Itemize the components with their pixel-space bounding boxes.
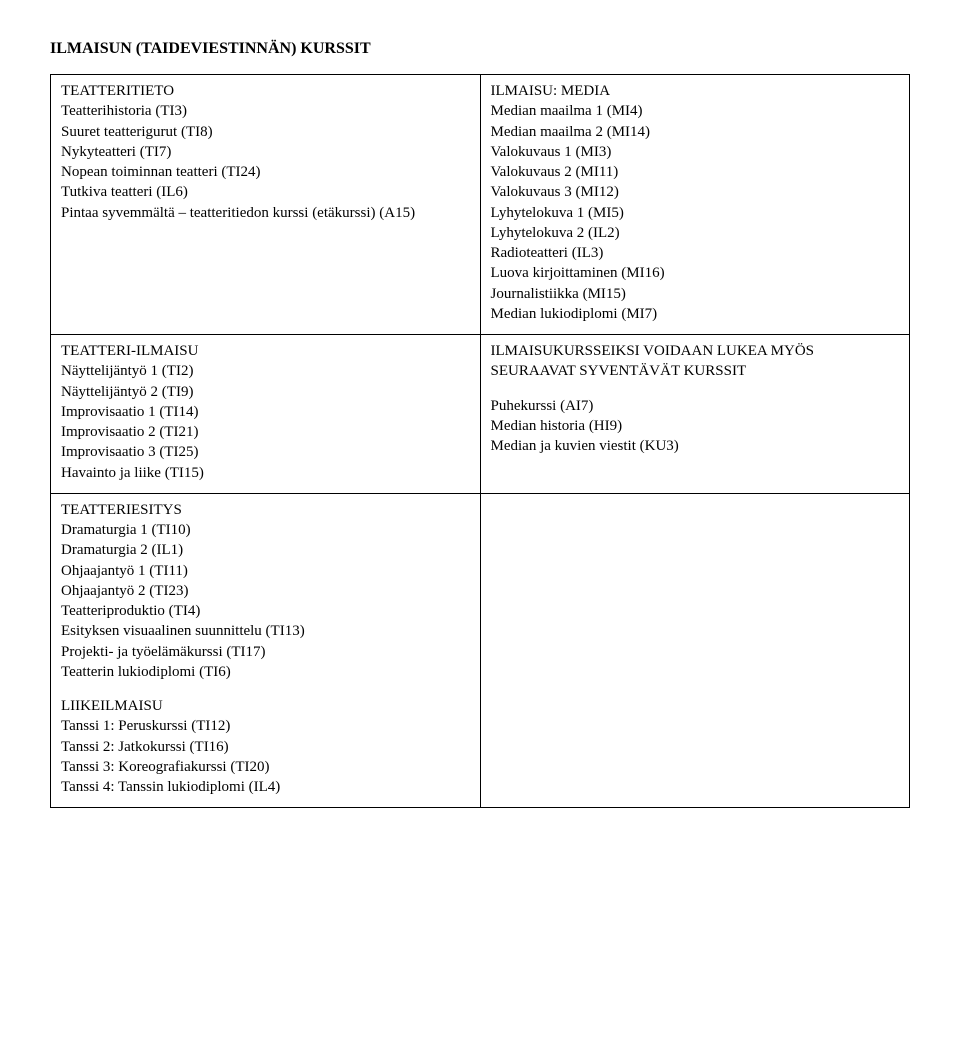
course-item: Ohjaajantyö 2 (TI23)	[61, 581, 470, 601]
course-item: Improvisaatio 2 (TI21)	[61, 422, 470, 442]
heading-ilmaisukursseiksi: ILMAISUKURSSEIKSI VOIDAAN LUKEA MYÖS SEU…	[491, 341, 900, 382]
course-item: Pintaa syvemmältä – teatteritiedon kurss…	[61, 203, 470, 223]
course-item: Teatteriproduktio (TI4)	[61, 601, 470, 621]
course-item: Nopean toiminnan teatteri (TI24)	[61, 162, 470, 182]
course-item: Tanssi 1: Peruskurssi (TI12)	[61, 716, 470, 736]
heading-teatteriesitys: TEATTERIESITYS	[61, 500, 470, 520]
cell-r1c1: TEATTERITIETO Teatterihistoria (TI3) Suu…	[51, 75, 481, 335]
course-item: Valokuvaus 3 (MI12)	[491, 182, 900, 202]
heading-ilmaisu-media: ILMAISU: MEDIA	[491, 81, 900, 101]
cell-r3c1: TEATTERIESITYS Dramaturgia 1 (TI10) Dram…	[51, 493, 481, 808]
cell-r2c2: ILMAISUKURSSEIKSI VOIDAAN LUKEA MYÖS SEU…	[480, 335, 910, 494]
course-item: Projekti- ja työelämäkurssi (TI17)	[61, 642, 470, 662]
course-item: Teatterin lukiodiplomi (TI6)	[61, 662, 470, 682]
course-item: Havainto ja liike (TI15)	[61, 463, 470, 483]
course-item: Improvisaatio 1 (TI14)	[61, 402, 470, 422]
course-item: Median maailma 1 (MI4)	[491, 101, 900, 121]
heading-teatteri-ilmaisu: TEATTERI-ILMAISU	[61, 341, 470, 361]
course-item: Median maailma 2 (MI14)	[491, 122, 900, 142]
heading-liikeilmaisu: LIIKEILMAISU	[61, 696, 470, 716]
course-item: Median lukiodiplomi (MI7)	[491, 304, 900, 324]
course-item: Teatterihistoria (TI3)	[61, 101, 470, 121]
course-item: Improvisaatio 3 (TI25)	[61, 442, 470, 462]
spacer	[61, 682, 470, 696]
cell-r1c2: ILMAISU: MEDIA Median maailma 1 (MI4) Me…	[480, 75, 910, 335]
course-item: Lyhytelokuva 2 (IL2)	[491, 223, 900, 243]
cell-r3c2	[480, 493, 910, 808]
course-item: Dramaturgia 2 (IL1)	[61, 540, 470, 560]
course-item: Tanssi 4: Tanssin lukiodiplomi (IL4)	[61, 777, 470, 797]
course-item: Näyttelijäntyö 2 (TI9)	[61, 382, 470, 402]
course-item: Tanssi 3: Koreografiakurssi (TI20)	[61, 757, 470, 777]
course-item: Esityksen visuaalinen suunnittelu (TI13)	[61, 621, 470, 641]
spacer	[491, 382, 900, 396]
course-item: Valokuvaus 2 (MI11)	[491, 162, 900, 182]
course-item: Median historia (HI9)	[491, 416, 900, 436]
course-item: Luova kirjoittaminen (MI16)	[491, 263, 900, 283]
heading-teatteritieto: TEATTERITIETO	[61, 81, 470, 101]
course-item: Ohjaajantyö 1 (TI11)	[61, 561, 470, 581]
course-item: Lyhytelokuva 1 (MI5)	[491, 203, 900, 223]
course-item: Tanssi 2: Jatkokurssi (TI16)	[61, 737, 470, 757]
course-item: Näyttelijäntyö 1 (TI2)	[61, 361, 470, 381]
course-item: Journalistiikka (MI15)	[491, 284, 900, 304]
course-item: Radioteatteri (IL3)	[491, 243, 900, 263]
course-item: Suuret teatterigurut (TI8)	[61, 122, 470, 142]
course-table: TEATTERITIETO Teatterihistoria (TI3) Suu…	[50, 74, 910, 808]
cell-r2c1: TEATTERI-ILMAISU Näyttelijäntyö 1 (TI2) …	[51, 335, 481, 494]
course-item: Dramaturgia 1 (TI10)	[61, 520, 470, 540]
course-item: Valokuvaus 1 (MI3)	[491, 142, 900, 162]
page-title: ILMAISUN (TAIDEVIESTINNÄN) KURSSIT	[50, 40, 910, 58]
course-item: Puhekurssi (AI7)	[491, 396, 900, 416]
course-item: Nykyteatteri (TI7)	[61, 142, 470, 162]
course-item: Median ja kuvien viestit (KU3)	[491, 436, 900, 456]
course-item: Tutkiva teatteri (IL6)	[61, 182, 470, 202]
